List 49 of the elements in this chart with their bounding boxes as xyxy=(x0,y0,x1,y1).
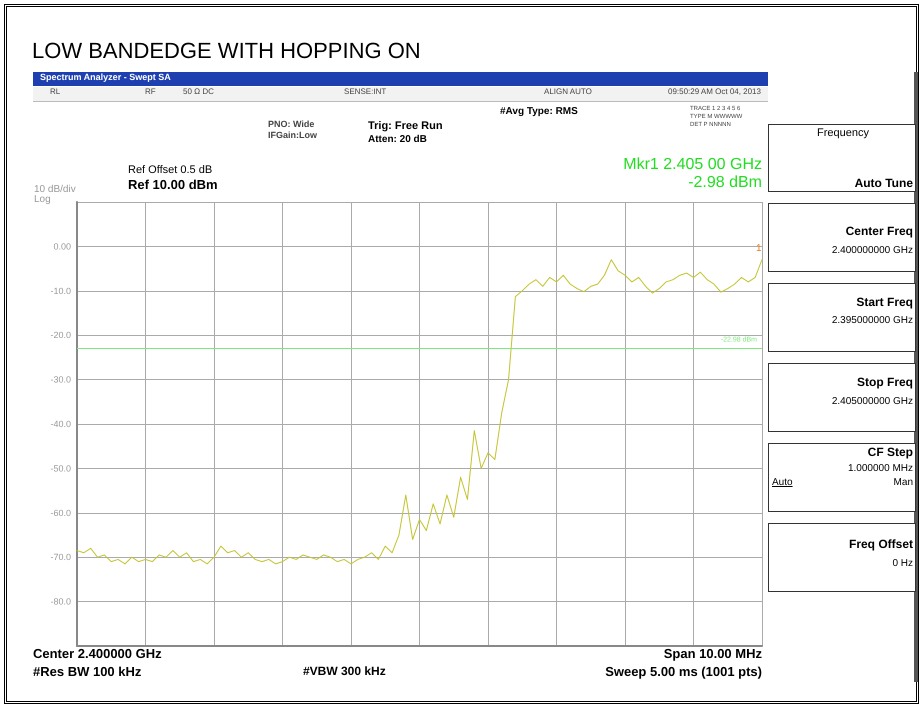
line-series xyxy=(76,259,762,564)
text: Freq Offset xyxy=(848,537,913,552)
text: RF xyxy=(145,87,156,97)
y-tick-label: -70.0 xyxy=(50,552,71,562)
text: Ref 10.00 dBm xyxy=(128,177,218,192)
text: 09:50:29 AM Oct 04, 2013 xyxy=(668,87,761,97)
annotation: 1 xyxy=(756,243,762,254)
y-tick-label: -50.0 xyxy=(50,463,71,474)
text: Frequency xyxy=(816,127,870,140)
text: Stop Freq xyxy=(857,375,913,390)
text: 10 dB/div xyxy=(34,184,76,195)
text: 0 Hz xyxy=(892,558,913,569)
text: IFGain:Low xyxy=(268,130,317,141)
text: Center Freq xyxy=(846,224,913,238)
text: Auto xyxy=(772,477,793,488)
text: 2.400000000 GHz xyxy=(832,245,913,256)
annotation: Span 10.00 MHz xyxy=(664,646,762,662)
text: 2.405000000 GHz xyxy=(832,396,913,407)
text: CF Step xyxy=(868,445,913,460)
text: -2.98 dBm xyxy=(688,174,762,192)
text: #Avg Type: RMS xyxy=(500,106,578,117)
y-tick-label: 0.00 xyxy=(53,241,71,252)
text: Start Freq xyxy=(856,295,913,310)
y-tick-label: -80.0 xyxy=(50,596,71,607)
text: Log xyxy=(34,194,51,205)
text: Ref Offset 0.5 dB xyxy=(128,164,212,176)
text: 1.000000 MHz xyxy=(848,463,913,474)
text: Trig: Free Run xyxy=(368,120,443,132)
text: PNO: Wide xyxy=(268,119,314,130)
y-tick-label: -20.0 xyxy=(50,330,71,340)
text: Man xyxy=(894,477,913,488)
chart-title: LOW BANDEDGE WITH HOPPING ON xyxy=(32,38,421,64)
text: Auto Tune xyxy=(854,176,913,190)
text: ALIGN AUTO xyxy=(544,87,592,97)
text: #Res BW 100 kHz xyxy=(33,664,142,680)
annotation: Center 2.400000 GHz xyxy=(33,646,162,662)
text: 50 Ω DC xyxy=(183,87,214,97)
text: RL xyxy=(50,87,60,97)
y-tick-label: -40.0 xyxy=(50,419,71,429)
text: Mkr1 2.405 00 GHz xyxy=(623,156,762,174)
text: Atten: 20 dB xyxy=(368,134,427,145)
y-tick-label: -10.0 xyxy=(50,286,71,296)
y-tick-label: -60.0 xyxy=(50,508,71,518)
text: #VBW 300 kHz xyxy=(303,664,386,678)
text: 2.395000000 GHz xyxy=(832,315,913,326)
text: Sweep 5.00 ms (1001 pts) xyxy=(605,664,762,680)
y-tick-label: -30.0 xyxy=(50,374,71,385)
text: Spectrum Analyzer - Swept SA xyxy=(40,72,171,83)
text: SENSE:INT xyxy=(344,87,386,97)
